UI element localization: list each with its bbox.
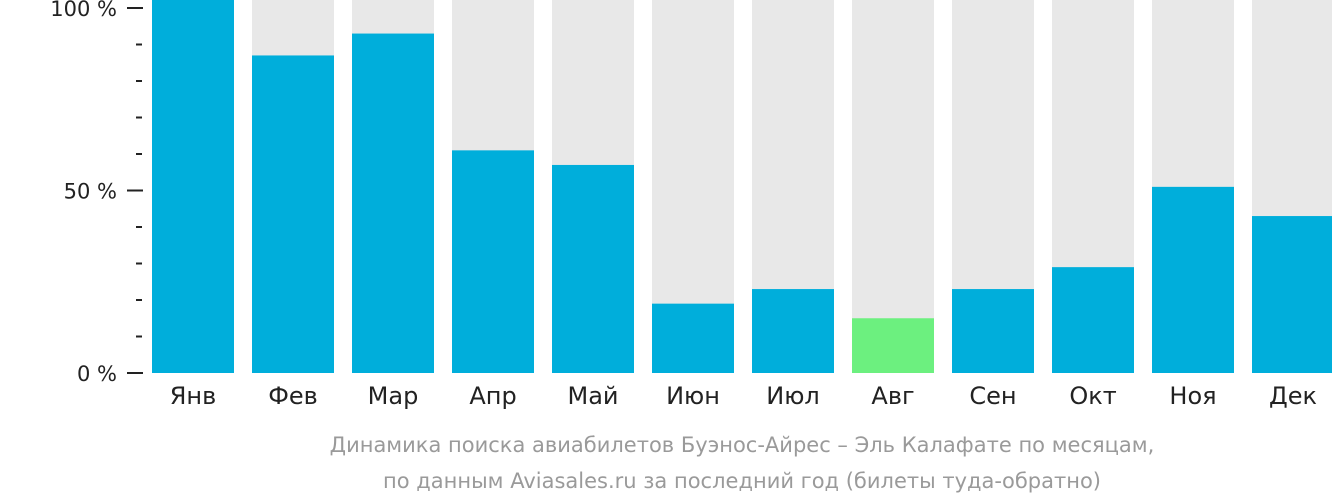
y-axis: 0 % 50 % 100 %: [50, 0, 143, 386]
data-bars: [152, 0, 1332, 374]
bar-5: [552, 164, 634, 373]
month-label: Июн: [666, 382, 720, 410]
bar-3: [352, 33, 434, 374]
bar-8: [852, 318, 934, 373]
bar-12: [1252, 216, 1332, 373]
caption-line-2: по данным Aviasales.ru за последний год …: [383, 469, 1101, 493]
caption-line-1: Динамика поиска авиабилетов Буэнос-Айрес…: [330, 433, 1155, 457]
x-axis-labels: Янв Фев Мар Апр Май Июн Июл Авг Сен Окт Ноя Дек: [170, 382, 1317, 410]
month-label: Фев: [268, 382, 318, 410]
month-label: Окт: [1069, 382, 1116, 410]
bar-11: [1152, 186, 1234, 373]
month-label: Июл: [766, 382, 820, 410]
chart-caption: Динамика поиска авиабилетов Буэнос-Айрес…: [330, 433, 1155, 493]
bar-7: [752, 289, 834, 373]
month-label: Апр: [469, 382, 516, 410]
month-label: Дек: [1269, 382, 1317, 410]
month-label: Мар: [368, 382, 419, 410]
bar-background: [852, 0, 934, 373]
month-label: Янв: [170, 382, 217, 410]
month-label: Авг: [871, 382, 914, 410]
y-tick-label: 100 %: [50, 0, 117, 21]
bar-10: [1052, 267, 1134, 373]
y-tick-label: 50 %: [64, 180, 117, 204]
month-label: Сен: [969, 382, 1016, 410]
bar-2: [252, 55, 334, 373]
bar-1: [152, 0, 234, 373]
bar-6: [652, 303, 734, 373]
bar-9: [952, 289, 1034, 373]
month-label: Май: [567, 382, 618, 410]
month-label: Ноя: [1169, 382, 1216, 410]
y-tick-label: 0 %: [77, 362, 117, 386]
bar-4: [452, 150, 534, 373]
